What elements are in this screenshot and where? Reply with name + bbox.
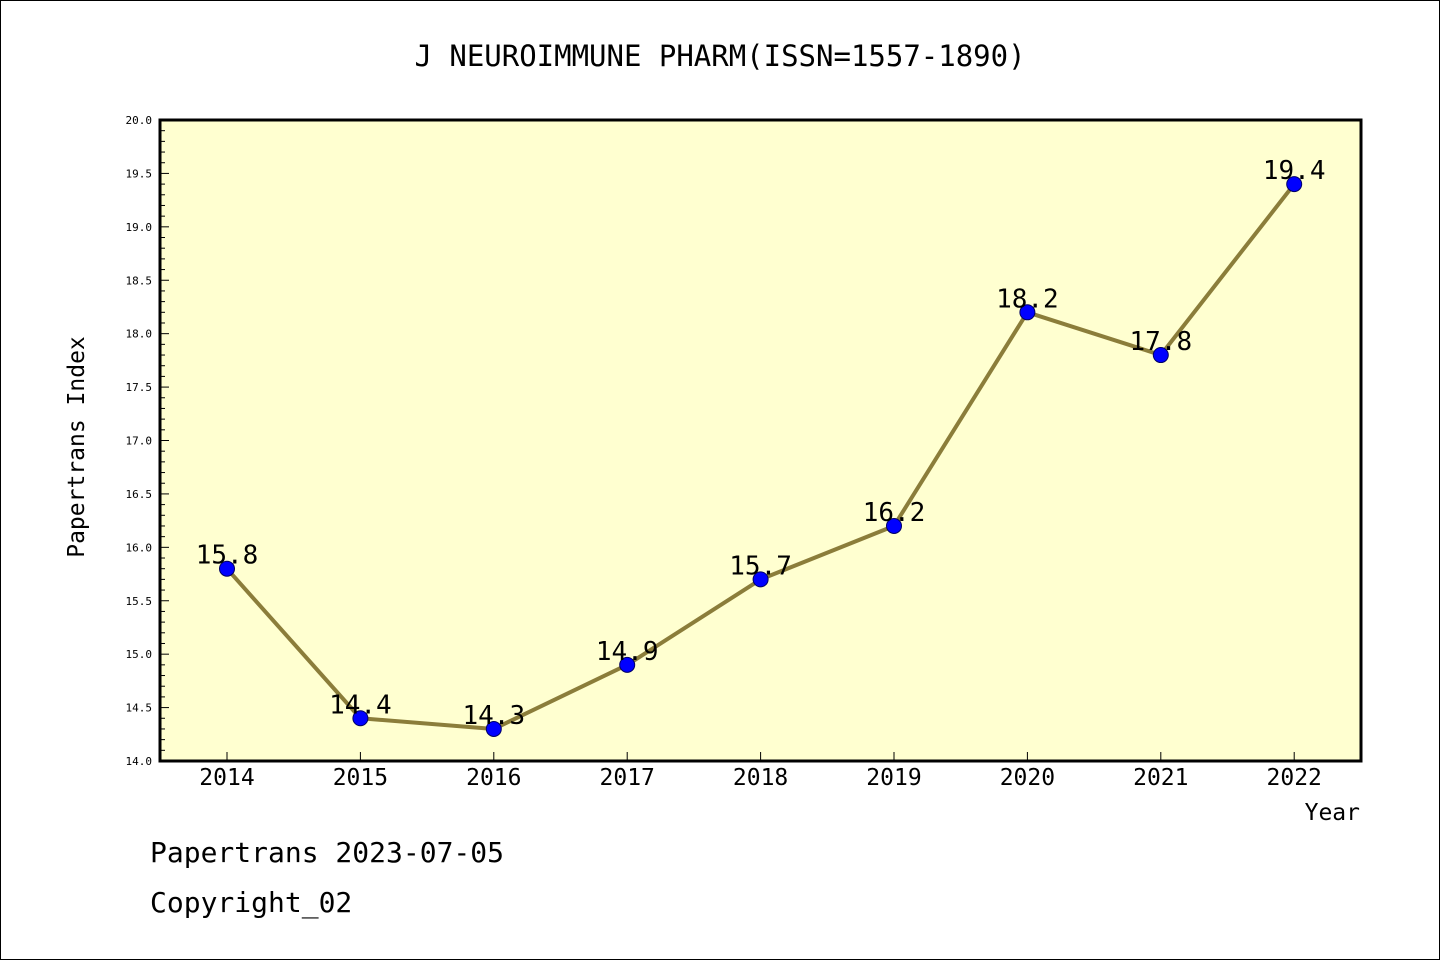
- data-label: 14.9: [596, 637, 659, 667]
- x-tick-label: 2021: [1133, 765, 1188, 791]
- y-tick-label: 17.5: [126, 381, 153, 394]
- y-axis-label: Papertrans Index: [64, 336, 90, 558]
- x-tick-label: 2022: [1267, 765, 1322, 791]
- data-point-marker: [752, 571, 769, 588]
- data-label: 17.8: [1129, 327, 1192, 357]
- y-tick-label: 15.0: [126, 648, 153, 661]
- y-tick-label: 20.0: [126, 114, 153, 127]
- x-axis-label: Year: [1305, 800, 1360, 826]
- y-tick-label: 18.5: [126, 274, 153, 287]
- data-point-marker: [886, 517, 902, 534]
- y-tick-label: 18.0: [126, 328, 153, 341]
- y-tick-label: 17.0: [126, 435, 153, 448]
- y-tick-label: 19.0: [126, 221, 153, 234]
- x-axis: 2014 2015 2016 2017 2018 2019 2020 2021 2022: [199, 752, 1322, 791]
- data-label: 15.8: [196, 541, 259, 571]
- data-point-marker: [1019, 304, 1036, 321]
- data-point-marker: [1152, 347, 1169, 364]
- y-tick-label: 15.5: [126, 595, 153, 608]
- x-tick-label: 2016: [466, 765, 521, 791]
- y-tick-label: 19.5: [126, 167, 153, 180]
- data-label: 18.2: [996, 284, 1059, 314]
- x-tick-label: 2019: [866, 765, 921, 791]
- x-tick-label: 2020: [1000, 765, 1055, 791]
- data-point-marker: [352, 710, 369, 727]
- footer-source: Papertrans 2023-07-05: [150, 836, 505, 869]
- chart-title: J NEUROIMMUNE PHARM(ISSN=1557-1890): [414, 39, 1025, 73]
- y-tick-label: 14.5: [126, 702, 153, 715]
- y-tick-label: 16.5: [126, 488, 153, 501]
- x-tick-label: 2015: [333, 765, 388, 791]
- x-tick-label: 2017: [600, 765, 655, 791]
- y-tick-label: 14.0: [126, 755, 153, 768]
- data-label: 14.4: [329, 690, 392, 720]
- data-point-marker: [619, 656, 636, 673]
- data-label: 19.4: [1263, 156, 1326, 186]
- y-tick-label: 16.0: [126, 541, 153, 554]
- data-label: 16.2: [863, 498, 926, 528]
- x-tick-label: 2018: [733, 765, 788, 791]
- data-label: 15.7: [729, 551, 792, 581]
- data-point-marker: [1286, 176, 1303, 193]
- data-point-marker: [485, 720, 502, 737]
- x-tick-label: 2014: [199, 765, 254, 791]
- footer-copyright: Copyright_02: [150, 886, 353, 919]
- y-axis: 14.0 14.5 15.0 15.5 16.0 16.5 17.0 17.5 18.0 18.5…: [126, 114, 169, 768]
- plot-area: [158, 118, 1363, 763]
- data-point-marker: [219, 560, 235, 577]
- series-layer: 15.8 14.4 14.3 14.9 15.7 16.2 18.2 17.8 19.4: [196, 156, 1326, 737]
- data-label: 14.3: [462, 701, 525, 731]
